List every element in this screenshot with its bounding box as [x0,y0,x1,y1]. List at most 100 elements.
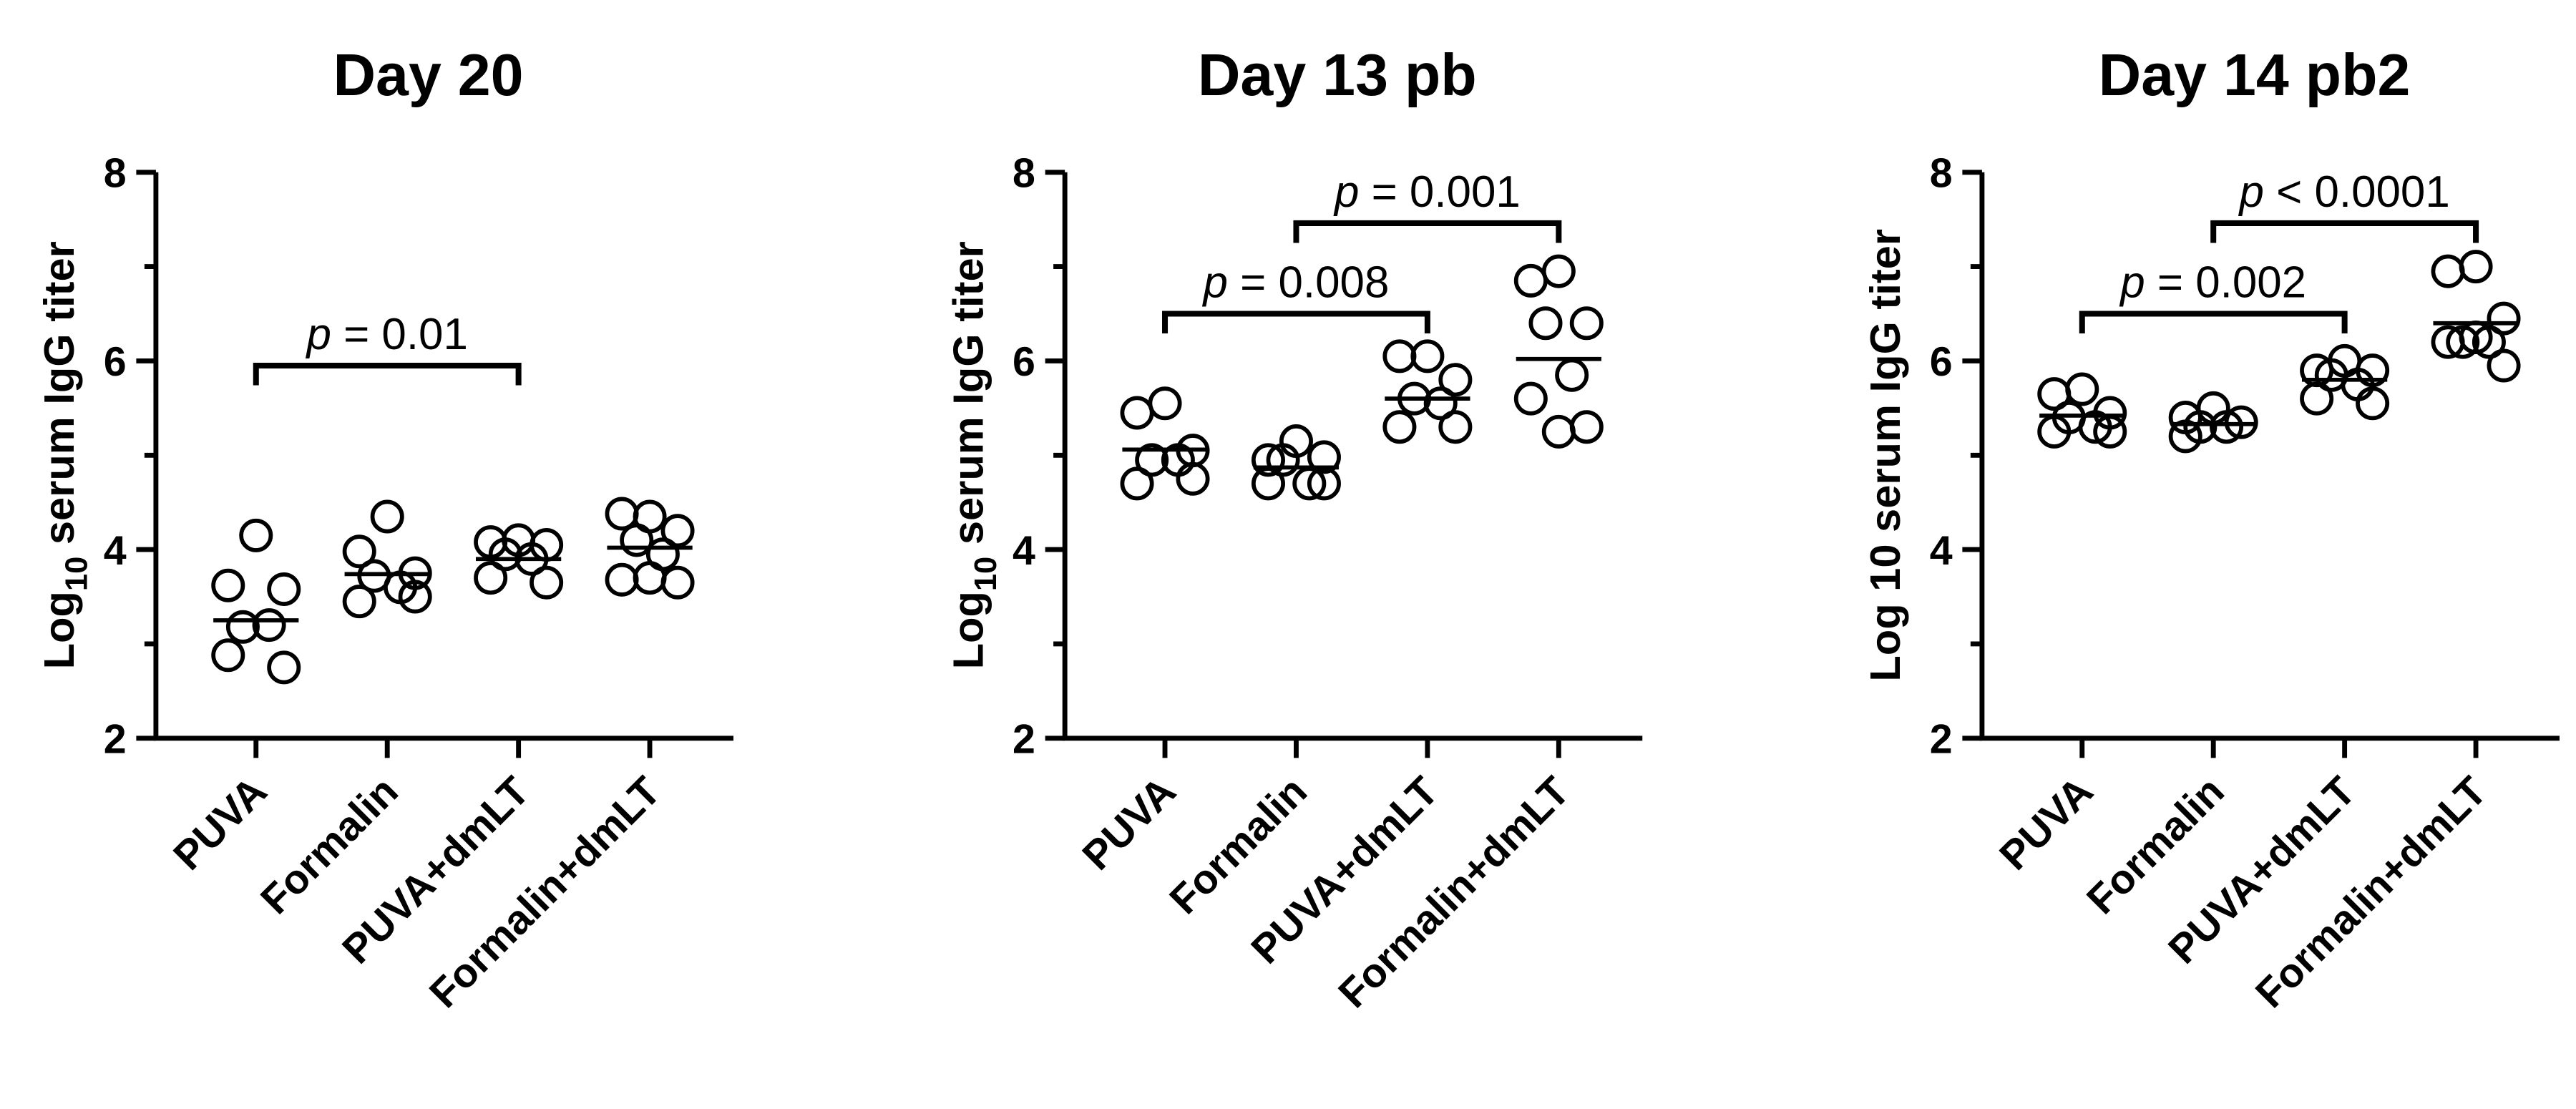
x-tick-label: PUVA [1991,768,2102,879]
panel: Day 20 Log10 serum IgG titer 2 4 6 8 PUVA Forma… [35,42,733,1017]
y-tick-label: 6 [104,339,127,385]
y-label-part: serum IgG titer [945,241,992,557]
x-tick-label: Formalin+dmLT [1330,768,1579,1017]
data-point [1176,461,1210,496]
data-point [1307,440,1341,474]
data-point [1266,443,1300,477]
data-point [605,562,639,597]
y-tick-label: 4 [1013,528,1035,574]
y-tick-label: 6 [1930,339,1953,385]
data-point [1541,414,1576,449]
x-tick-label: Formalin+dmLT [421,768,669,1017]
panel: Day 14 pb2 Log 10 serum IgG titer 2 4 6 8 PUVA… [1861,42,2560,1017]
p-value-text: < 0.0001 [2264,167,2450,217]
significance-bracket [1162,311,1430,334]
significance-bracket [2210,220,2479,243]
data-point [398,580,432,614]
data-point [2065,372,2099,406]
p-symbol: p [305,310,331,359]
p-value-text: = 0.01 [331,310,468,359]
y-tick-label: 2 [1013,716,1035,762]
data-point [1438,410,1473,444]
p-value-label: p < 0.0001 [2238,167,2449,217]
data-point [1513,381,1548,416]
data-point [2037,377,2072,411]
data-point [1555,358,1589,392]
data-point [633,561,667,595]
data-point [370,499,404,534]
panel-title: Day 20 [333,42,523,108]
data-point [2459,250,2493,284]
data-point [488,537,522,572]
y-axis-label: Log10 serum IgG titer [35,241,94,669]
p-symbol: p [1202,258,1228,308]
data-point [1382,339,1417,373]
p-symbol: p [1333,167,1359,217]
data-point [1438,363,1473,397]
panel-title: Day 14 pb2 [2099,42,2411,108]
data-point [1382,410,1417,444]
y-tick-label: 4 [1930,528,1953,574]
data-point [267,650,301,685]
data-point [1135,443,1169,477]
data-point [1513,263,1548,298]
y-label-part: Log [945,591,992,669]
y-tick-label: 4 [104,528,127,574]
panel: Day 13 pb Log10 serum IgG titer 2 4 6 8 PUVA Fo… [945,42,1643,1017]
data-point [2078,410,2112,444]
p-symbol: p [2119,258,2145,308]
data-point [2431,254,2465,288]
data-point [1423,386,1458,421]
data-point [2487,348,2521,383]
y-tick-label: 8 [1013,150,1035,196]
significance-bracket [1293,220,1562,243]
x-tick-label: PUVA [165,768,275,879]
data-point [342,534,376,569]
data-point [267,572,301,606]
y-tick-label: 6 [1013,339,1035,385]
y-label-subscript: 10 [60,557,94,591]
y-tick-label: 8 [104,150,127,196]
data-point [1251,443,1285,477]
data-point [2300,381,2334,416]
data-point [2487,301,2521,336]
data-point [2210,410,2244,444]
data-point [225,610,260,644]
y-label-subscript: 10 [969,557,1003,591]
y-label-part: serum IgG titer [35,241,83,557]
p-value-label: p = 0.001 [1333,167,1521,217]
significance-bracket [253,363,522,386]
p-value-text: = 0.002 [2145,258,2306,308]
x-tick-label: Formalin+dmLT [2247,768,2495,1017]
p-value-text: = 0.001 [1359,167,1520,217]
y-label-part: Log [35,591,83,669]
data-point [1120,396,1154,430]
data-point [239,518,273,552]
data-point [1541,254,1576,288]
data-point [660,565,695,600]
y-tick-label: 8 [1930,150,1953,196]
significance-bracket [2079,311,2348,334]
p-value-label: p = 0.002 [2119,258,2306,308]
x-tick-label: PUVA [1074,768,1185,879]
data-point [211,638,245,673]
data-point [1410,339,1445,373]
y-tick-label: 2 [1930,716,1953,762]
y-axis-label: Log 10 serum IgG titer [1861,229,1909,682]
p-symbol: p [2238,167,2263,217]
p-value-label: p = 0.01 [305,310,467,359]
data-point [530,565,564,600]
data-point [1120,466,1154,501]
data-point [620,523,654,557]
data-point [1148,386,1182,421]
y-tick-label: 2 [104,716,127,762]
data-point [605,497,639,531]
data-point [2168,419,2202,454]
data-point [474,561,508,595]
data-point [342,585,376,619]
data-point [660,514,695,548]
panel-title: Day 13 pb [1198,42,1477,108]
data-point [211,568,245,602]
